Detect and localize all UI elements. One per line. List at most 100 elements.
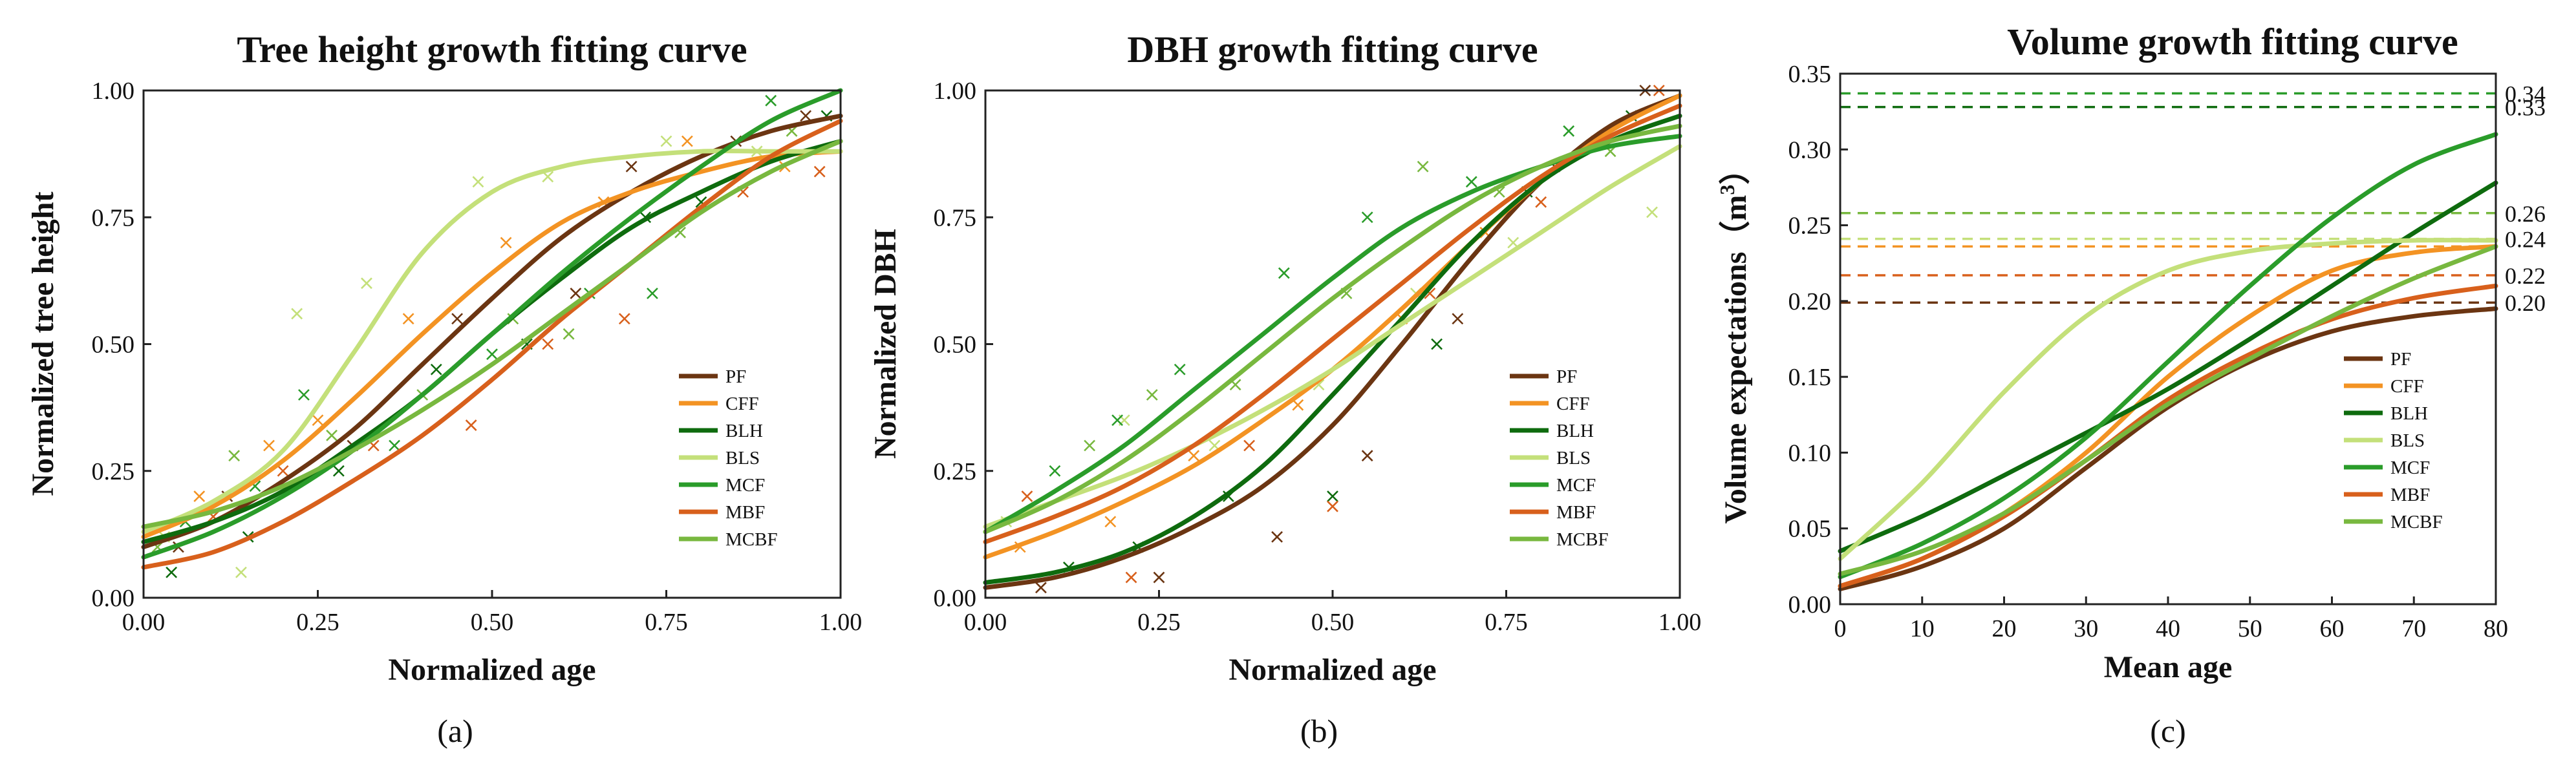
x-tick-label: 0.50 [1311, 609, 1355, 636]
y-tick-label: 0.15 [1788, 364, 1832, 391]
scatter-point [263, 439, 275, 452]
reference-label: 0.34 [2505, 81, 2546, 107]
scatter-point [563, 328, 575, 340]
scatter-point [451, 313, 464, 325]
legend-label: MBF [725, 502, 765, 523]
scatter-point [472, 176, 484, 188]
scatter-point [1174, 363, 1186, 375]
series-line-bls [983, 143, 1682, 529]
series-line-mcf [1838, 132, 2498, 580]
scatter-point [277, 465, 289, 477]
panel-label: (a) [437, 713, 473, 749]
x-tick-label: 70 [2401, 615, 2426, 642]
y-axis-label-main: Volume expectations（m [1719, 195, 1753, 524]
series-line-mcbf [1838, 244, 2498, 576]
y-tick-label: 0.50 [92, 332, 135, 359]
y-tick-label: 0.25 [1788, 213, 1832, 240]
scatter-point [228, 450, 241, 462]
scatter-point [326, 429, 338, 441]
scatter-point [1361, 450, 1373, 462]
x-tick-label: 50 [2238, 615, 2262, 642]
y-tick-label: 1.00 [92, 78, 135, 105]
scatter-point [570, 288, 582, 299]
scatter-point [1452, 313, 1464, 325]
legend: PF CFF BLH BLS MCF MBF MCBF [2344, 349, 2443, 532]
series-line-mcf [983, 134, 1682, 534]
y-axis-label-end: ） [1719, 154, 1753, 185]
legend-label: BLH [2390, 403, 2428, 424]
legend-label: BLH [1556, 421, 1594, 441]
series-line-blh [1838, 180, 2498, 554]
x-tick-label: 0.25 [1137, 609, 1181, 636]
series-line-bls [141, 149, 843, 534]
x-tick-label: 0.75 [645, 609, 688, 636]
legend-label: MCF [1556, 475, 1596, 496]
scatter-point [486, 348, 498, 361]
scatter-point [1188, 450, 1200, 462]
scatter-point [1292, 399, 1304, 411]
scatter-point [1563, 125, 1575, 137]
chart-panel-2: DBH growth fitting curve 0.00 0.25 0.50 0.75… [868, 28, 1701, 749]
scatter-point [800, 110, 812, 122]
legend-label: CFF [1556, 394, 1590, 414]
x-tick-label: 30 [2074, 615, 2098, 642]
x-tick-label: 0.00 [122, 609, 166, 636]
y-tick-label: 0.00 [934, 585, 977, 612]
panel-label: (c) [2150, 713, 2186, 749]
scatter-point [1361, 211, 1373, 224]
legend-label: CFF [2390, 376, 2424, 397]
chart-title: Tree height growth fitting curve [237, 28, 747, 70]
scatter-point [1417, 160, 1429, 173]
legend: PF CFF BLH BLS MCF MBF MCBF [679, 366, 778, 550]
x-tick-label: 60 [2320, 615, 2345, 642]
scatter-point [618, 313, 630, 325]
series-line-mbf [141, 118, 843, 570]
scatter-point [235, 566, 247, 578]
x-tick-label: 0.75 [1485, 609, 1528, 636]
legend-label: PF [2390, 349, 2411, 370]
scatter-point [813, 165, 826, 178]
legend: PF CFF BLH BLS MCF MBF MCBF [1510, 366, 1609, 550]
legend-label: BLS [2390, 430, 2425, 451]
scatter-point [1021, 490, 1033, 502]
legend-label: BLS [1556, 448, 1591, 469]
panel-label: (b) [1300, 713, 1338, 749]
x-tick-label: 10 [1910, 615, 1935, 642]
scatter-point [312, 414, 324, 427]
scatter-point [291, 308, 303, 320]
scatter-bls [158, 135, 763, 578]
legend-label: MCF [2390, 458, 2430, 478]
series-line-mbf [1838, 283, 2498, 589]
legend-label: BLS [725, 448, 760, 469]
scatter-point [332, 465, 345, 477]
x-axis-label: Normalized age [1229, 653, 1436, 687]
series-line-bls [1838, 238, 2498, 562]
scatter-point [389, 439, 400, 452]
y-tick-label: 0.25 [934, 458, 977, 485]
legend-label: MCBF [2390, 512, 2443, 532]
y-axis-label-main: Normalized tree height [26, 192, 60, 496]
x-axis-label: Normalized age [388, 653, 596, 687]
legend-label: MCF [725, 475, 765, 496]
legend-label: BLH [725, 421, 763, 441]
y-tick-label: 1.00 [934, 78, 977, 105]
reference-label: 0.24 [2505, 227, 2546, 253]
scatter-point [765, 94, 777, 107]
scatter-point [1049, 465, 1061, 477]
chart-title: DBH growth fitting curve [1127, 28, 1538, 70]
series-line-pf [1838, 306, 2498, 591]
y-axis-label: Normalized tree height [26, 192, 60, 496]
scatter-point [430, 363, 442, 375]
y-tick-label: 0.30 [1788, 136, 1832, 163]
scatter-mcbf [151, 125, 798, 553]
y-tick-label: 0.35 [1788, 61, 1832, 88]
y-axis-label-main: Normalized DBH [868, 229, 903, 459]
scatter-point [1111, 414, 1123, 427]
scatter-point [1271, 531, 1283, 543]
scatter-point [625, 160, 638, 173]
reference-label: 0.20 [2505, 290, 2546, 316]
legend-label: MBF [1556, 502, 1596, 523]
y-tick-label: 0.20 [1788, 288, 1832, 315]
scatter-point [500, 237, 512, 249]
scatter-mbf [1021, 85, 1665, 584]
